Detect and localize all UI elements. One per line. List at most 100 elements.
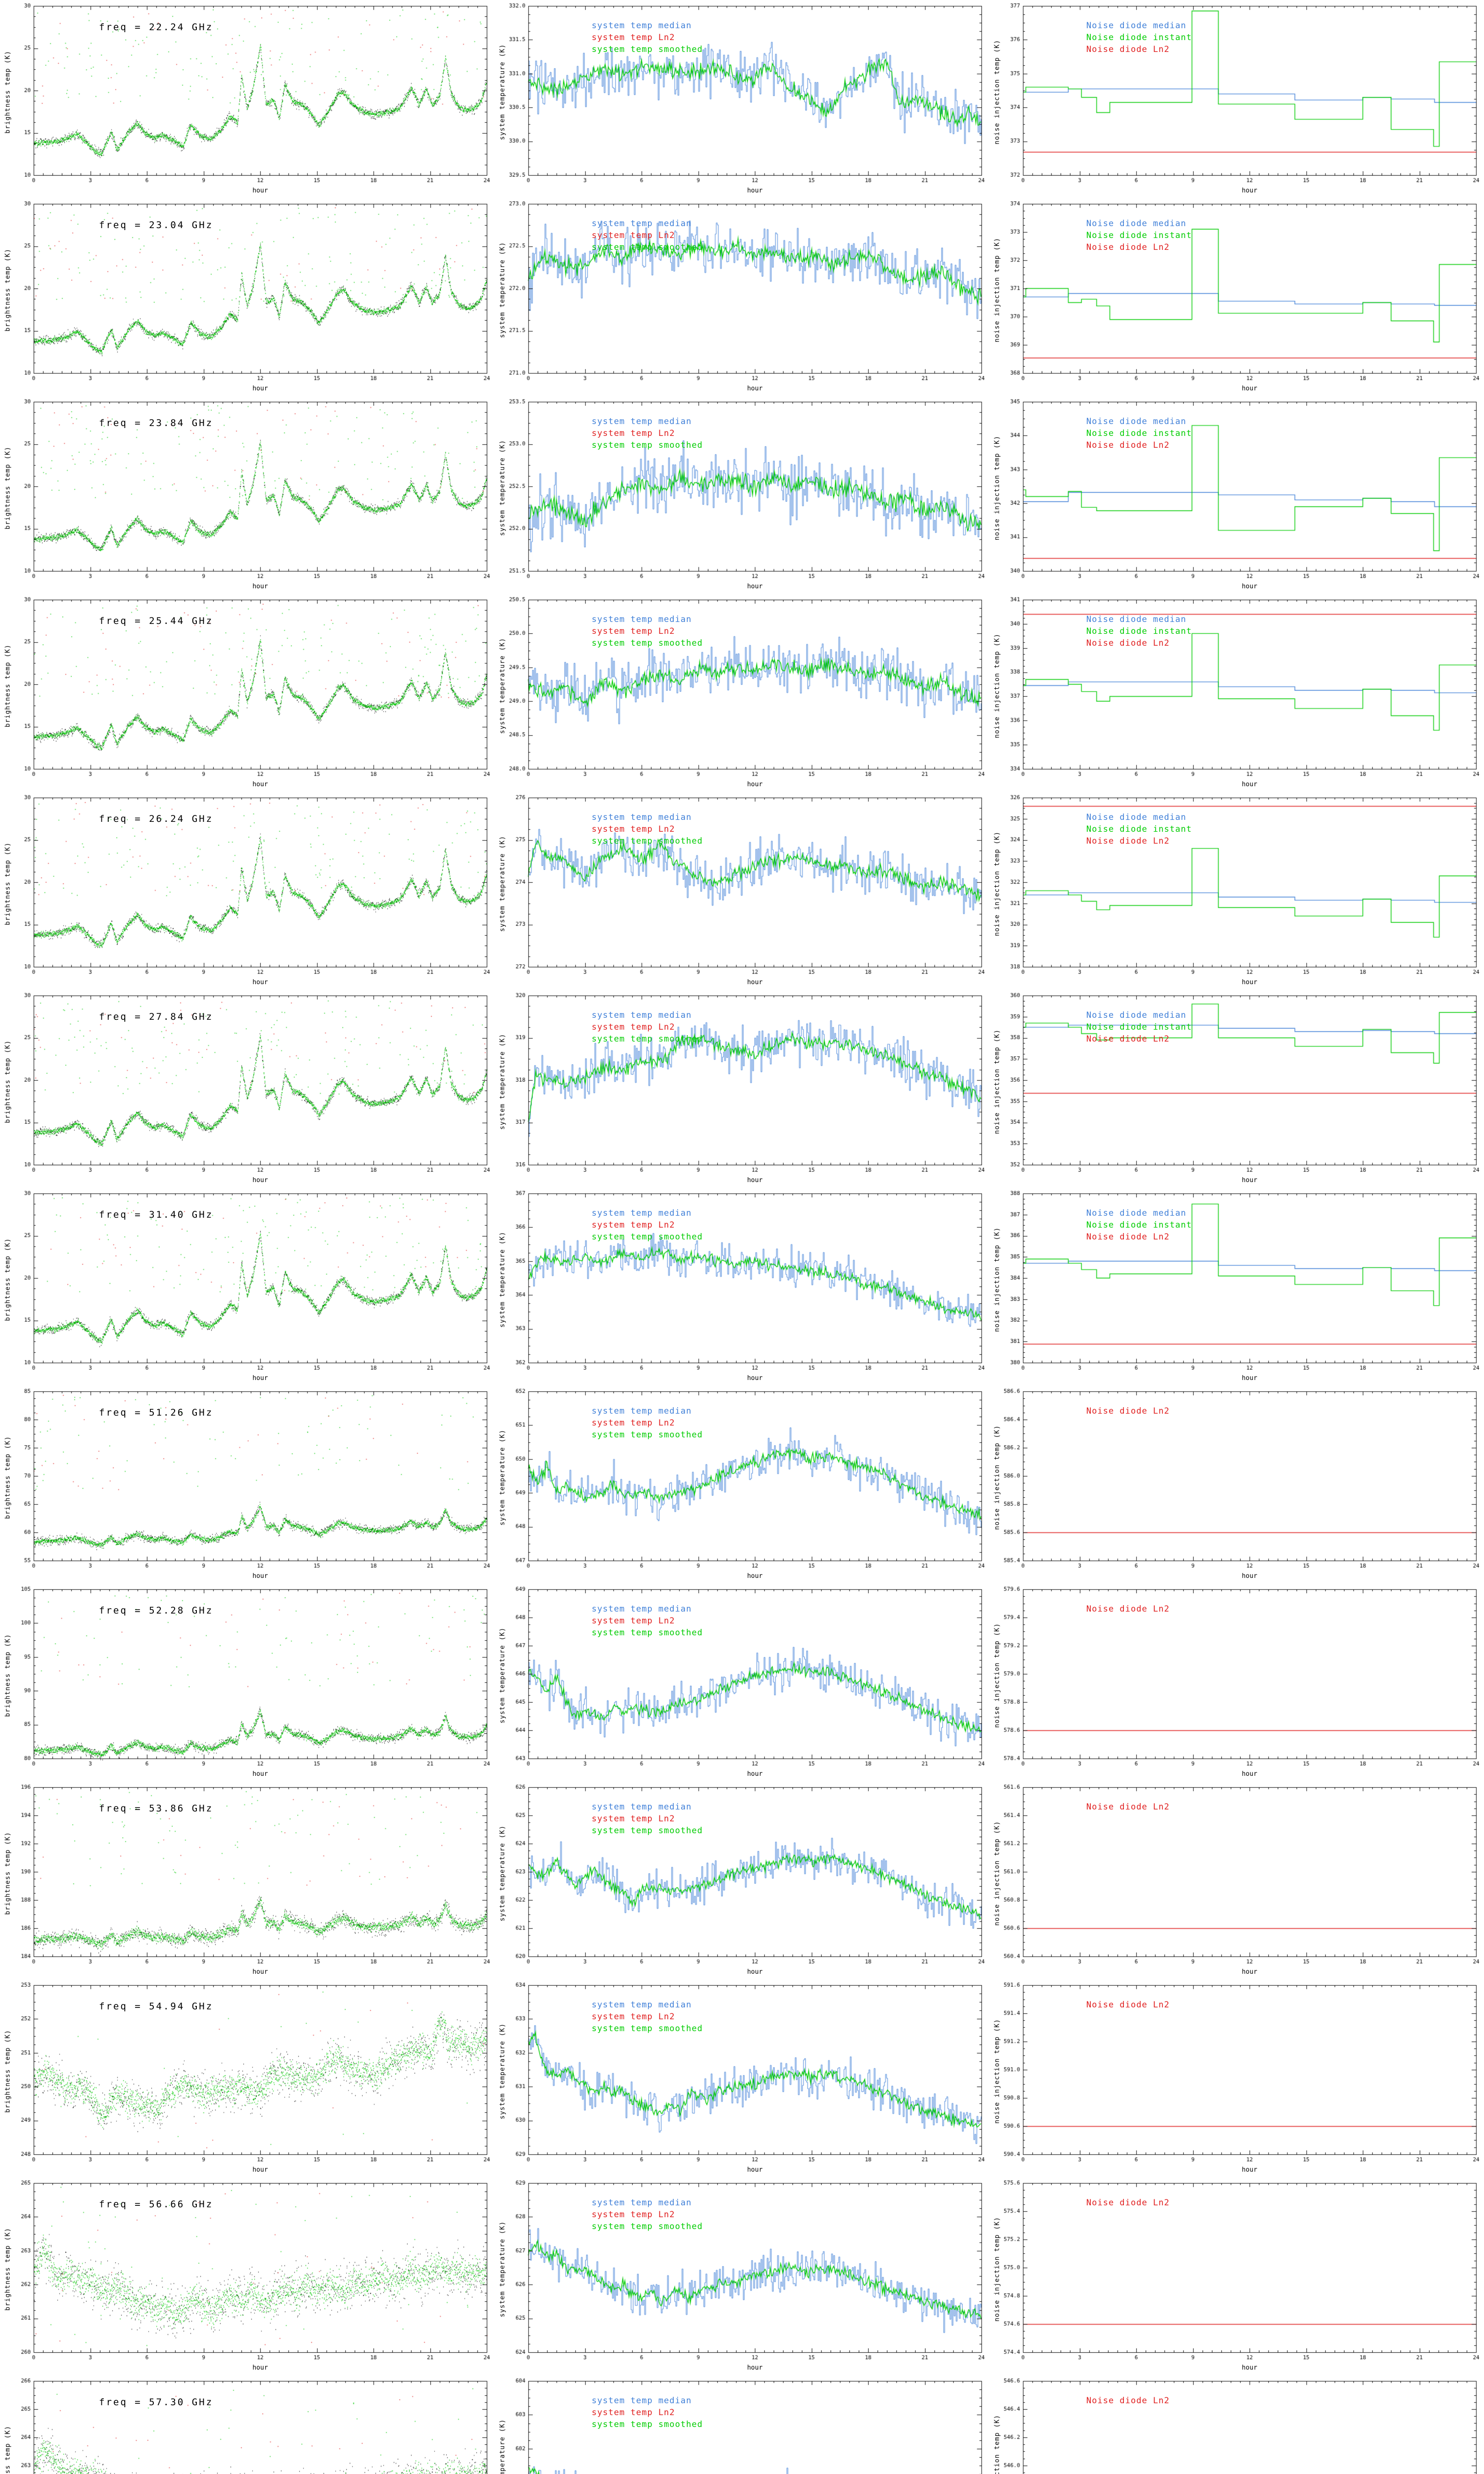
chart-canvas-left-row-1 — [0, 0, 495, 198]
x-axis-label: hour — [747, 979, 763, 986]
left-y-axis-label: brightness temp (K) — [4, 446, 12, 529]
legend-middle-row-8-green: system temp smoothed — [592, 1430, 703, 1440]
middle-y-axis-label: system temperature (K) — [499, 2023, 507, 2120]
x-axis-label: hour — [252, 385, 268, 392]
x-axis-label: hour — [252, 1572, 268, 1580]
middle-y-axis-label: system temperature (K) — [499, 1627, 507, 1724]
middle-y-axis-label: system temperature (K) — [499, 2419, 507, 2474]
freq-label-row-5: freq = 26.24 GHz — [99, 813, 214, 824]
legend-right-row-8-red: Noise diode Ln2 — [1086, 1406, 1170, 1416]
freq-label-row-6: freq = 27.84 GHz — [99, 1011, 214, 1022]
chart-canvas-middle-row-12 — [495, 2177, 989, 2375]
legend-middle-row-3-green: system temp smoothed — [592, 440, 703, 450]
chart-canvas-middle-row-11 — [495, 1979, 989, 2177]
legend-middle-row-13-blue: system temp median — [592, 2396, 692, 2406]
legend-middle-row-1-red: system temp Ln2 — [592, 33, 675, 43]
legend-right-row-5-red: Noise diode Ln2 — [1086, 836, 1170, 846]
x-axis-label: hour — [747, 1968, 763, 1976]
legend-middle-row-3-blue: system temp median — [592, 417, 692, 427]
legend-middle-row-4-blue: system temp median — [592, 615, 692, 624]
legend-right-row-12-red: Noise diode Ln2 — [1086, 2198, 1170, 2208]
right-y-axis-label: noise injection temp (K) — [993, 1821, 1001, 1926]
legend-right-row-7-green: Noise diode instant — [1086, 1220, 1192, 1230]
x-axis-label: hour — [747, 781, 763, 788]
x-axis-label: hour — [252, 1375, 268, 1382]
plot-right-row-3: noise injection temp (K) hour Noise diode … — [989, 396, 1484, 594]
plot-row-7: brightness temp (K) hour freq = 31.40 GHz s… — [0, 1188, 1484, 1385]
plot-middle-row-3: system temperature (K) hour system temp me… — [495, 396, 989, 594]
legend-middle-row-12-green: system temp smoothed — [592, 2222, 703, 2232]
plot-middle-row-1: system temperature (K) hour system temp me… — [495, 0, 989, 198]
legend-right-row-5-green: Noise diode instant — [1086, 824, 1192, 834]
legend-middle-row-8-red: system temp Ln2 — [592, 1418, 675, 1428]
plot-left-row-5: brightness temp (K) hour freq = 26.24 GHz — [0, 792, 495, 990]
freq-label-row-8: freq = 51.26 GHz — [99, 1407, 214, 1418]
plot-left-row-7: brightness temp (K) hour freq = 31.40 GHz — [0, 1188, 495, 1385]
middle-y-axis-label: system temperature (K) — [499, 637, 507, 734]
plot-row-4: brightness temp (K) hour freq = 25.44 GHz s… — [0, 594, 1484, 792]
legend-middle-row-13-red: system temp Ln2 — [592, 2408, 675, 2418]
legend-middle-row-4-red: system temp Ln2 — [592, 626, 675, 636]
chart-canvas-right-row-13 — [989, 2375, 1484, 2474]
x-axis-label: hour — [1242, 1177, 1257, 1184]
plot-middle-row-2: system temperature (K) hour system temp me… — [495, 198, 989, 396]
plot-left-row-9: brightness temp (K) hour freq = 52.28 GHz — [0, 1583, 495, 1781]
plot-row-9: brightness temp (K) hour freq = 52.28 GHz s… — [0, 1583, 1484, 1781]
chart-canvas-right-row-3 — [989, 396, 1484, 594]
legend-middle-row-9-green: system temp smoothed — [592, 1628, 703, 1638]
legend-right-row-10-red: Noise diode Ln2 — [1086, 1802, 1170, 1812]
x-axis-label: hour — [1242, 583, 1257, 590]
chart-canvas-middle-row-3 — [495, 396, 989, 594]
chart-canvas-left-row-8 — [0, 1385, 495, 1583]
left-y-axis-label: brightness temp (K) — [4, 1238, 12, 1321]
left-y-axis-label: brightness temp (K) — [4, 644, 12, 727]
freq-label-row-10: freq = 53.86 GHz — [99, 1803, 214, 1814]
plot-row-12: brightness temp (K) hour freq = 56.66 GHz s… — [0, 2177, 1484, 2375]
legend-middle-row-6-red: system temp Ln2 — [592, 1022, 675, 1032]
legend-right-row-9-red: Noise diode Ln2 — [1086, 1604, 1170, 1614]
left-y-axis-label: brightness temp (K) — [4, 842, 12, 925]
right-y-axis-label: noise injection temp (K) — [993, 435, 1001, 540]
plot-right-row-12: noise injection temp (K) hour Noise diode … — [989, 2177, 1484, 2375]
plot-right-row-8: noise injection temp (K) hour Noise diode … — [989, 1385, 1484, 1583]
middle-y-axis-label: system temperature (K) — [499, 1033, 507, 1130]
chart-canvas-left-row-9 — [0, 1583, 495, 1781]
chart-canvas-left-row-11 — [0, 1979, 495, 2177]
right-y-axis-label: noise injection temp (K) — [993, 2019, 1001, 2124]
x-axis-label: hour — [747, 1375, 763, 1382]
plot-right-row-1: noise injection temp (K) hour Noise diode … — [989, 0, 1484, 198]
plot-middle-row-8: system temperature (K) hour system temp me… — [495, 1385, 989, 1583]
x-axis-label: hour — [252, 2166, 268, 2174]
legend-middle-row-11-blue: system temp median — [592, 2000, 692, 2010]
x-axis-label: hour — [1242, 781, 1257, 788]
left-y-axis-label: brightness temp (K) — [4, 2228, 12, 2311]
right-y-axis-label: noise injection temp (K) — [993, 2217, 1001, 2322]
chart-canvas-middle-row-6 — [495, 990, 989, 1188]
legend-middle-row-2-red: system temp Ln2 — [592, 231, 675, 240]
chart-canvas-left-row-3 — [0, 396, 495, 594]
legend-middle-row-5-blue: system temp median — [592, 812, 692, 822]
plot-middle-row-7: system temperature (K) hour system temp me… — [495, 1188, 989, 1385]
legend-middle-row-9-blue: system temp median — [592, 1604, 692, 1614]
legend-right-row-11-red: Noise diode Ln2 — [1086, 2000, 1170, 2010]
freq-label-row-4: freq = 25.44 GHz — [99, 616, 214, 626]
plot-row-1: brightness temp (K) hour freq = 22.24 GHz s… — [0, 0, 1484, 198]
x-axis-label: hour — [252, 1770, 268, 1778]
legend-middle-row-11-green: system temp smoothed — [592, 2024, 703, 2034]
right-y-axis-label: noise injection temp (K) — [993, 1425, 1001, 1530]
legend-middle-row-11-red: system temp Ln2 — [592, 2012, 675, 2022]
middle-y-axis-label: system temperature (K) — [499, 835, 507, 932]
chart-canvas-right-row-1 — [989, 0, 1484, 198]
plot-left-row-8: brightness temp (K) hour freq = 51.26 GHz — [0, 1385, 495, 1583]
chart-canvas-left-row-12 — [0, 2177, 495, 2375]
plot-right-row-9: noise injection temp (K) hour Noise diode … — [989, 1583, 1484, 1781]
chart-canvas-left-row-2 — [0, 198, 495, 396]
chart-canvas-right-row-6 — [989, 990, 1484, 1188]
legend-right-row-3-blue: Noise diode median — [1086, 417, 1187, 427]
left-y-axis-label: brightness temp (K) — [4, 1436, 12, 1519]
x-axis-label: hour — [1242, 1375, 1257, 1382]
plot-right-row-4: noise injection temp (K) hour Noise diode … — [989, 594, 1484, 792]
x-axis-label: hour — [1242, 2166, 1257, 2174]
